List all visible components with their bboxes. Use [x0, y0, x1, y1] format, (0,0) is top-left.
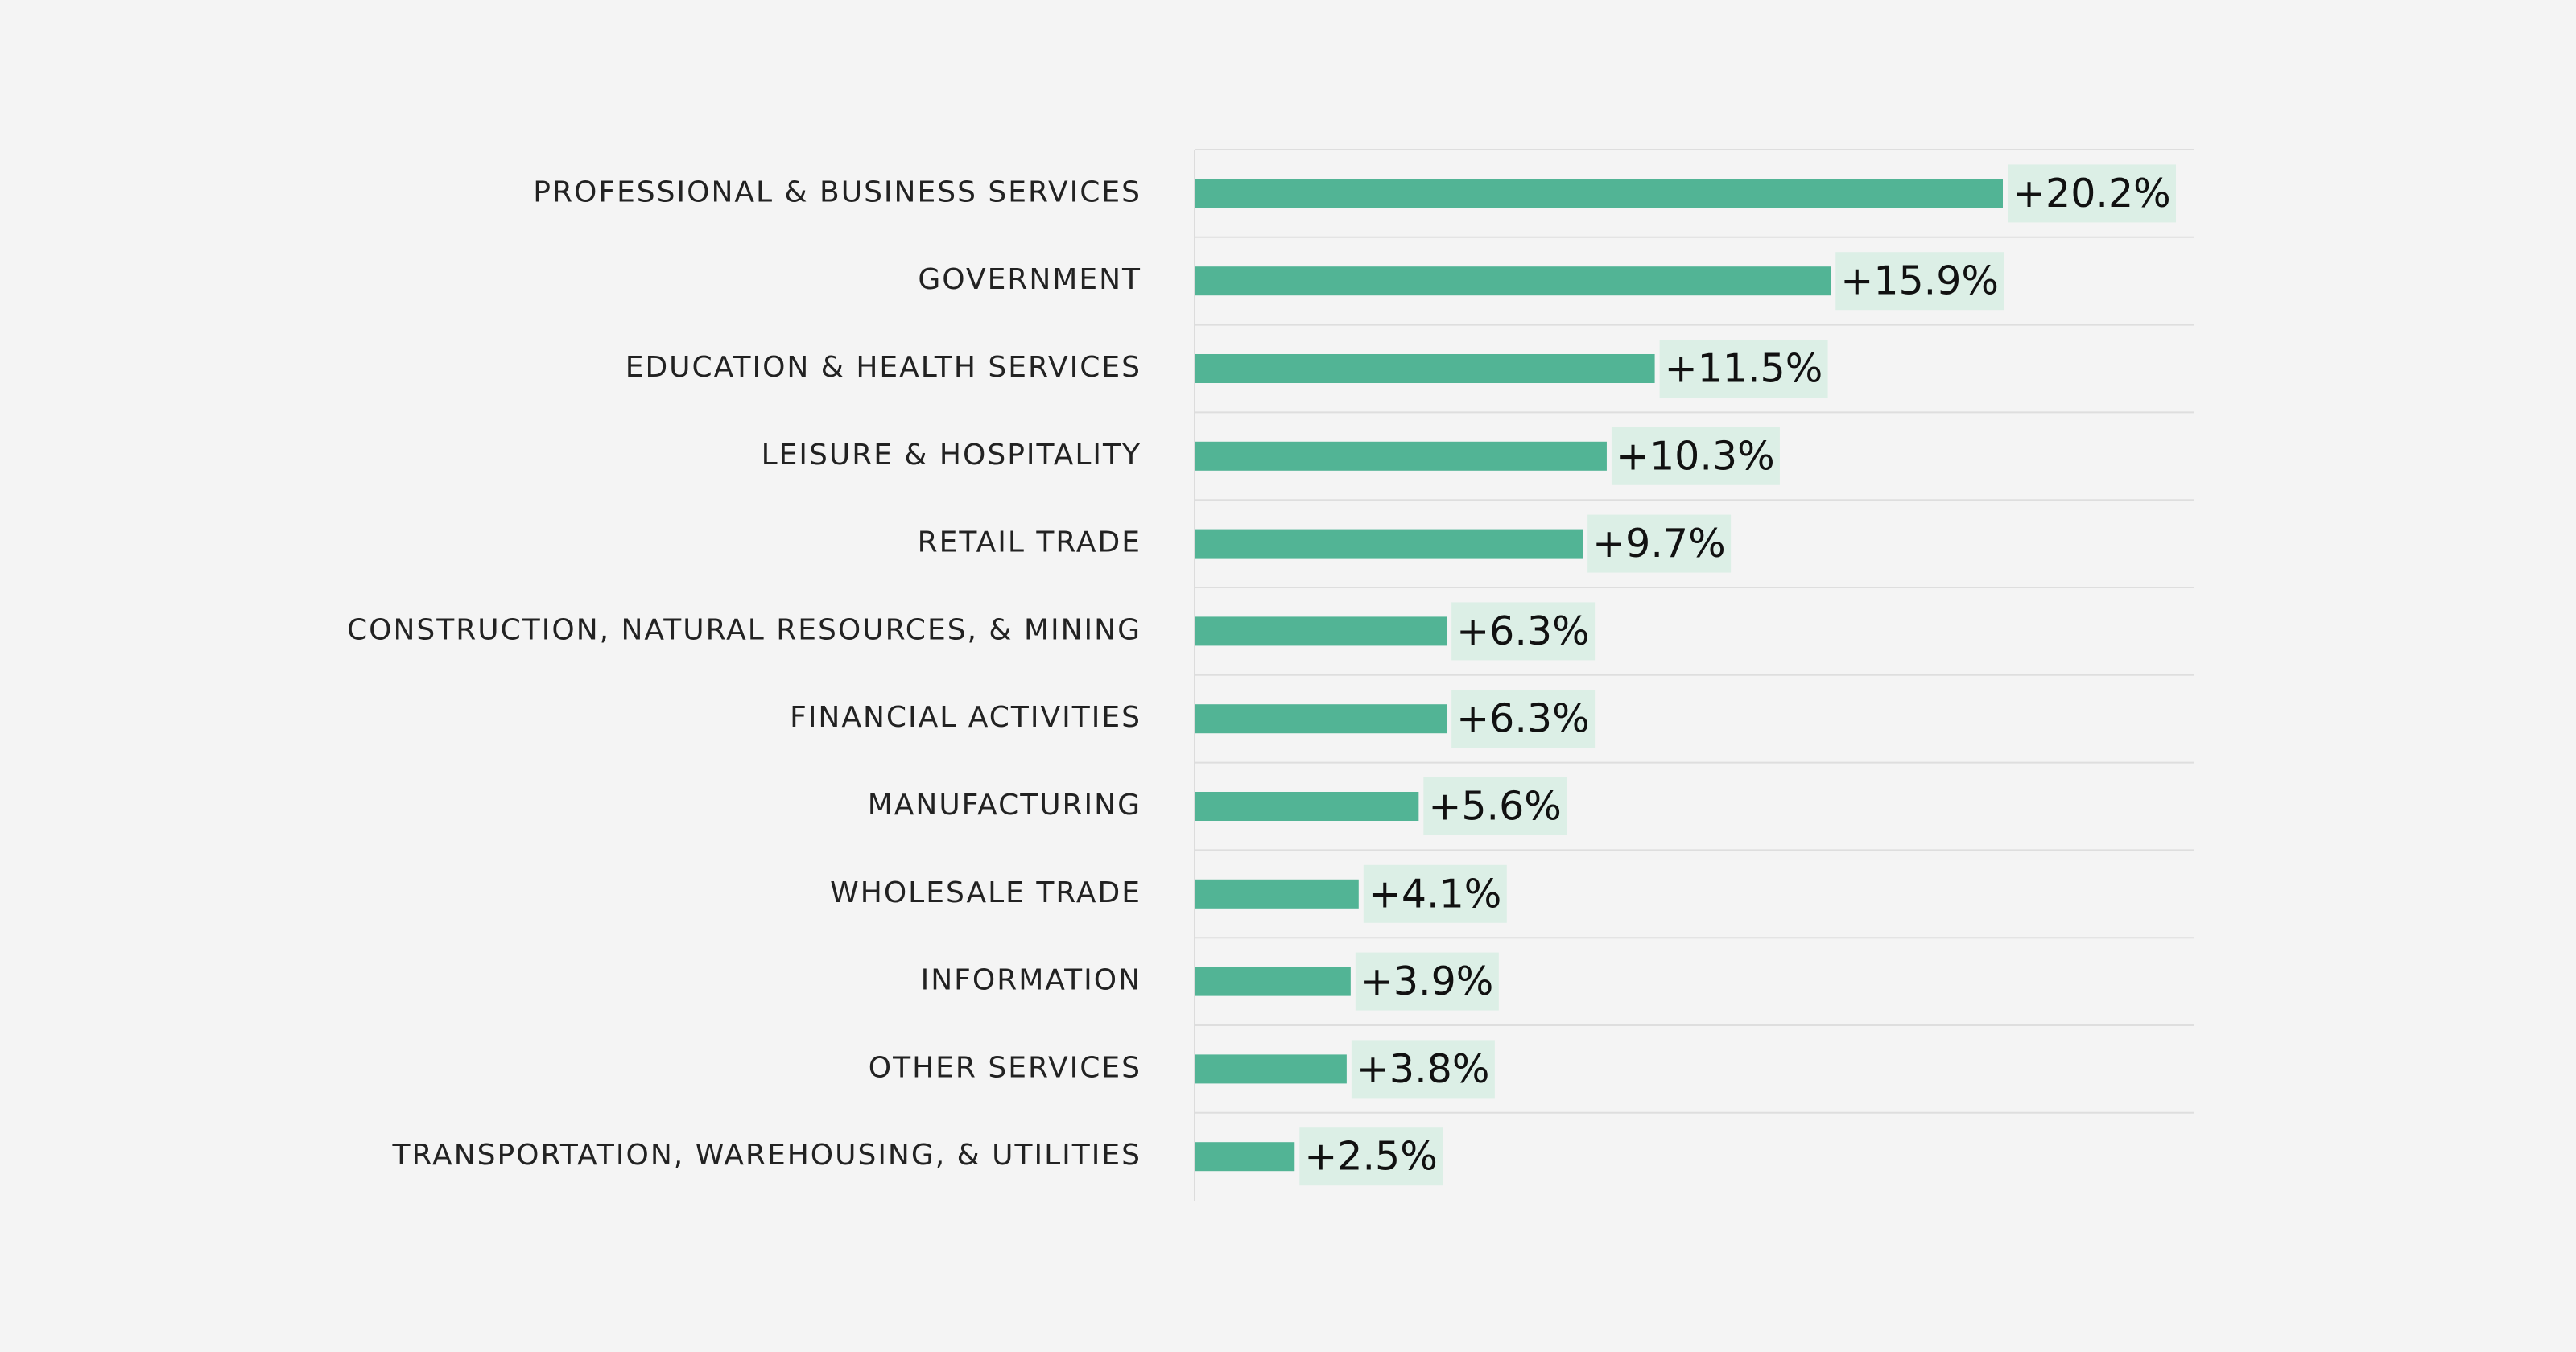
value-label: +9.7%	[1592, 521, 1726, 567]
value-label: +15.9%	[1840, 258, 1999, 304]
bar	[1195, 1054, 1347, 1084]
value-label-background	[1611, 427, 1780, 485]
category-labels-group: PROFESSIONAL & BUSINESS SERVICES GOVERNME…	[347, 175, 1141, 1172]
bar	[1195, 967, 1351, 996]
bar	[1195, 879, 1359, 909]
value-label-background	[1451, 690, 1596, 748]
value-label-background	[1451, 602, 1596, 661]
category-label: EDUCATION & HEALTH SERVICES	[625, 351, 1141, 384]
category-label: PROFESSIONAL & BUSINESS SERVICES	[533, 175, 1141, 208]
category-label: GOVERNMENT	[918, 263, 1141, 296]
value-label-background	[2008, 164, 2176, 223]
bars-group: +20.2%+15.9%+11.5%+10.3%+9.7%+6.3%+6.3%+…	[1195, 164, 2176, 1186]
value-label: +6.3%	[1456, 608, 1590, 654]
value-label-background	[1299, 1127, 1443, 1186]
value-label: +4.1%	[1368, 871, 1502, 917]
bar	[1195, 792, 1419, 821]
category-label: MANUFACTURING	[868, 789, 1141, 822]
value-label-background	[1835, 252, 2004, 311]
value-label-background	[1659, 340, 1828, 398]
value-label-background	[1587, 514, 1732, 573]
bar	[1195, 1142, 1295, 1172]
row-grid-lines	[1195, 149, 2194, 1114]
value-label: +3.8%	[1356, 1046, 1490, 1092]
category-label: RETAIL TRADE	[918, 526, 1141, 559]
value-label-background	[1423, 777, 1567, 835]
bar	[1195, 616, 1447, 646]
value-label: +5.6%	[1428, 784, 1562, 830]
category-label: FINANCIAL ACTIVITIES	[790, 701, 1141, 734]
category-label: TRANSPORTATION, WAREHOUSING, & UTILITIES	[392, 1139, 1141, 1172]
category-label: OTHER SERVICES	[869, 1051, 1141, 1084]
category-label: INFORMATION	[921, 964, 1141, 997]
bar	[1195, 179, 2003, 208]
value-label-background	[1355, 952, 1499, 1011]
category-label: CONSTRUCTION, NATURAL RESOURCES, & MININ…	[347, 613, 1141, 646]
value-label: +20.2%	[2013, 171, 2171, 216]
bar	[1195, 529, 1583, 559]
bar	[1195, 354, 1655, 383]
value-label: +10.3%	[1616, 433, 1775, 479]
value-label: +2.5%	[1304, 1134, 1438, 1180]
value-label-background	[1363, 864, 1507, 923]
bar	[1195, 441, 1607, 471]
bar	[1195, 704, 1447, 734]
bar	[1195, 266, 1831, 296]
value-label: +3.9%	[1360, 958, 1494, 1004]
value-label: +11.5%	[1665, 346, 1823, 392]
value-label-background	[1351, 1040, 1495, 1098]
category-label: WHOLESALE TRADE	[830, 876, 1141, 909]
category-label: LEISURE & HOSPITALITY	[762, 439, 1141, 472]
value-label: +6.3%	[1456, 696, 1590, 742]
